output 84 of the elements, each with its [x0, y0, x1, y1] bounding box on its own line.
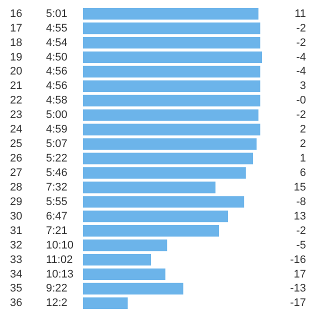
- bar: [83, 297, 128, 309]
- text: 4:56: [46, 66, 68, 78]
- text: 5:00: [46, 109, 68, 122]
- y-tick-label: 16: [10, 8, 22, 20]
- y-tick-label: 25: [10, 138, 22, 150]
- y-tick-label: 21: [10, 80, 22, 92]
- y-tick-label: 23: [10, 109, 22, 122]
- y-tick-label: 36: [10, 297, 22, 310]
- text: 4:58: [46, 94, 68, 107]
- text: 5:55: [46, 196, 68, 208]
- bar: [83, 240, 168, 252]
- bar: [83, 167, 246, 179]
- text: 10:10: [46, 239, 74, 252]
- text: -4: [296, 66, 306, 78]
- y-tick-label: 28: [10, 181, 22, 194]
- text: 5:22: [46, 152, 68, 165]
- bar: [83, 182, 216, 194]
- bar: [83, 66, 260, 78]
- text: 7:21: [46, 224, 68, 237]
- text: 2: [300, 138, 306, 150]
- y-tick-label: 27: [10, 167, 22, 179]
- bar: [83, 124, 260, 136]
- y-tick-label: 30: [10, 210, 22, 222]
- y-tick-label: 29: [10, 196, 22, 208]
- bar: [83, 254, 152, 266]
- text: 4:50: [46, 51, 68, 64]
- y-tick-label: 34: [10, 268, 22, 280]
- text: 7:32: [46, 181, 68, 194]
- bar: [83, 8, 258, 20]
- text: -2: [296, 224, 306, 237]
- y-tick-label: 26: [10, 152, 22, 165]
- bar: [83, 109, 258, 121]
- text: -17: [290, 297, 306, 310]
- text: 5:46: [46, 167, 68, 179]
- text: 6:47: [46, 210, 68, 222]
- bar: [83, 152, 254, 164]
- text: -16: [290, 254, 306, 266]
- y-tick-label: 35: [10, 282, 22, 295]
- text: 11:02: [46, 254, 73, 266]
- y-tick-label: 22: [10, 94, 22, 107]
- text: -2: [296, 22, 306, 34]
- text: 5:07: [46, 138, 68, 150]
- text: 6: [300, 167, 306, 179]
- text: 2: [300, 124, 306, 136]
- text: 4:59: [46, 124, 68, 136]
- y-tick-label: 18: [10, 36, 22, 49]
- bar: [83, 225, 220, 237]
- bar: [83, 36, 260, 49]
- bar: [83, 51, 262, 64]
- text: 17: [294, 268, 306, 280]
- text: 4:56: [46, 80, 68, 92]
- text: 4:55: [46, 22, 68, 34]
- text: 10:13: [46, 268, 74, 280]
- y-tick-label: 17: [10, 22, 22, 34]
- text: -13: [290, 282, 306, 295]
- bar: [83, 196, 244, 208]
- text: 5:01: [46, 8, 68, 20]
- bar: [83, 138, 257, 150]
- text: -8: [296, 196, 306, 208]
- bar: [83, 282, 184, 294]
- y-tick-label: 20: [10, 66, 22, 78]
- y-tick-label: 24: [10, 124, 22, 136]
- text: -5: [296, 239, 306, 252]
- text: -4: [296, 51, 306, 64]
- text: 11: [294, 8, 306, 20]
- text: -2: [296, 109, 306, 122]
- y-tick-label: 32: [10, 239, 22, 252]
- text: 1: [300, 152, 306, 165]
- y-tick-label: 31: [10, 224, 22, 237]
- bar: [83, 22, 260, 34]
- text: 13: [294, 210, 306, 222]
- bar: [83, 210, 228, 222]
- bar: [83, 80, 260, 92]
- text: 12:2: [46, 297, 68, 310]
- y-tick-label: 33: [10, 254, 22, 266]
- text: 9:22: [46, 282, 68, 295]
- text: 4:54: [46, 36, 68, 49]
- text: 15: [294, 181, 306, 194]
- text: 3: [300, 80, 306, 92]
- text: -0: [296, 94, 306, 107]
- bar: [83, 268, 166, 280]
- bar: [83, 94, 260, 106]
- y-tick-label: 19: [10, 51, 22, 64]
- text: -2: [296, 36, 306, 49]
